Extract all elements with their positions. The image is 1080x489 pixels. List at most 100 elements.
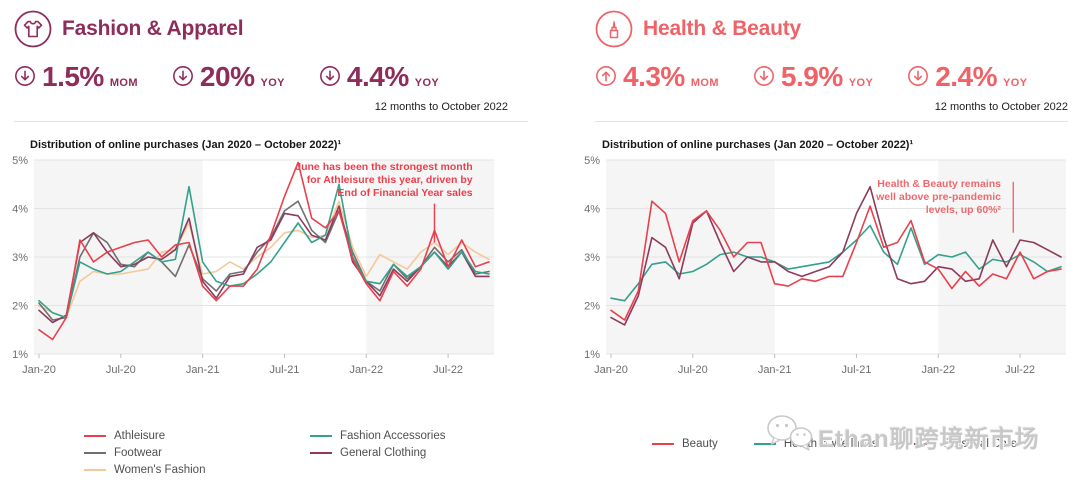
x-tick-label: Jan-20 [22,364,56,376]
series-line-health-wellness [610,224,1062,302]
x-tick-label: Jan-21 [186,364,220,376]
health-beauty-panel: Health & Beauty 4.3% MOM 5.9% YOY 2.4% YOY 12… [540,0,1080,489]
x-tick-label: Jul-20 [678,364,708,376]
stat-mom: 1.5% MOM [14,63,138,91]
arrow-down-icon [15,66,35,86]
stat-unit: YOY [260,77,285,89]
legend-swatch [310,435,332,437]
stat-value: 5.9% [780,61,843,92]
y-tick-label: 2% [584,301,600,313]
chart-title: Distribution of online purchases (Jan 20… [602,139,914,151]
stat-mom: 4.3% MOM [595,63,719,91]
stat-yoy: 5.9% YOY [753,63,873,91]
x-tick-label: Jul-21 [269,364,299,376]
legend-column: Beauty [652,438,718,450]
arrow-up-icon [596,66,616,86]
legend-label: Footwear [114,447,162,459]
legend-label: Athleisure [114,430,166,442]
stat-value: 4.4% [346,61,409,92]
x-tick-label: Jul-22 [1005,364,1035,376]
legend-label: Health & Wellness [783,438,878,450]
category-title: Health & Beauty [643,17,802,40]
line-chart-svg: 1% 2% 3% 4% 5% Jan-20 Jul-20 Jan-21 Jul-21 Jan-22… [12,155,494,376]
legend-swatch [310,452,332,454]
legend-label: General Clothing [340,447,427,459]
legend-column: Athleisure Footwear Women's Fashion [84,430,310,476]
stat-value: 4.3% [623,61,685,92]
legend-item: Women's Fashion [84,464,310,476]
legend-item: Personal Care [913,438,1018,450]
x-tick-label: Jul-21 [841,364,871,376]
y-tick-label: 5% [12,155,28,167]
legend-item: Beauty [652,438,718,450]
fashion-chart: Distribution of online purchases (Jan 20… [8,138,502,387]
stats-row: 1.5% MOM 20% YOY 4.4% YOY [14,63,439,91]
legend-swatch [84,469,106,471]
x-tick-label: Jul-20 [106,364,136,376]
legend-label: Fashion Accessories [340,430,446,442]
arrow-down-icon [753,66,774,86]
stats-caption: 12 months to October 2022 [934,101,1068,113]
stat-yoy: 2.4% YOY [907,63,1027,91]
legend-item: Fashion Accessories [310,430,536,442]
lipstick-icon [595,10,633,48]
arrow-down-icon [319,66,340,86]
stat-yoy: 20% YOY [172,63,285,91]
panel-header: Fashion & Apparel [14,10,244,48]
y-tick-label: 1% [584,349,600,361]
tshirt-icon [14,10,52,48]
series-line-personal-care [610,185,1062,326]
series-line-footwear [38,200,490,321]
fashion-apparel-panel: Fashion & Apparel 1.5% MOM 20% YOY 4.4% YOY 1… [8,10,536,476]
y-tick-label: 2% [12,301,28,313]
legend-label: Beauty [682,438,718,450]
chart-title: Distribution of online purchases (Jan 20… [30,139,342,151]
health-beauty-chart: Distribution of online purchases (Jan 20… [580,138,1074,387]
legend-column: Fashion Accessories General Clothing [310,430,536,476]
arrow-down-icon [908,66,929,86]
legend-item: Footwear [84,447,310,459]
stats-row: 4.3% MOM 5.9% YOY 2.4% YOY [595,63,1027,91]
annotation-text: June has been the strongest month [295,161,472,173]
annotation-text: for Athleisure this year, driven by [307,174,473,186]
legend-item: General Clothing [310,447,536,459]
x-tick-label: Jan-22 [921,364,955,376]
legend-swatch [84,435,106,437]
x-tick-label: Jan-20 [594,364,628,376]
category-title: Fashion & Apparel [62,17,244,40]
legend-label: Personal Care [943,438,1018,450]
annotation-text: well above pre-pandemic [875,191,1001,203]
annotation-text: End of Financial Year sales [337,187,472,199]
legend-item: Health & Wellness [753,438,878,450]
stats-caption: 12 months to October 2022 [374,101,508,113]
y-tick-label: 4% [12,204,28,216]
legend-swatch [753,443,776,445]
y-tick-label: 3% [12,252,28,264]
legend: Athleisure Footwear Women's Fashion Fashion… [84,430,536,476]
legend-swatch [84,452,106,454]
stat-unit: MOM [690,77,719,89]
legend-swatch [652,443,674,445]
y-tick-label: 5% [584,155,600,167]
divider [595,121,1068,122]
panel-header: Health & Beauty [595,10,801,48]
chart-plot: 1% 2% 3% 4% 5% Jan-20 Jul-20 Jan-21 Jul-21 Jan-22… [580,154,1074,387]
legend-label: Women's Fashion [114,464,206,476]
y-tick-label: 3% [584,252,600,264]
series-line-general-clothing [38,205,490,324]
series-line-beauty [610,200,1062,321]
legend-item: Athleisure [84,430,310,442]
annotation-text: levels, up 60%² [926,204,1002,216]
x-tick-label: Jan-22 [349,364,383,376]
stat-unit: MOM [109,77,138,89]
arrow-down-icon [172,66,193,86]
stat-value: 20% [199,61,255,92]
line-chart-svg: 1% 2% 3% 4% 5% Jan-20 Jul-20 Jan-21 Jul-21 Jan-22… [584,155,1066,376]
legend-column: Health & Wellness [753,438,878,450]
series-line-fashion-accessories [38,183,490,319]
divider [14,121,528,122]
stat-yoy: 4.4% YOY [319,63,439,91]
stat-unit: YOY [414,77,440,89]
annotation-text: Health & Beauty remains [877,178,1001,190]
y-tick-label: 4% [584,204,600,216]
